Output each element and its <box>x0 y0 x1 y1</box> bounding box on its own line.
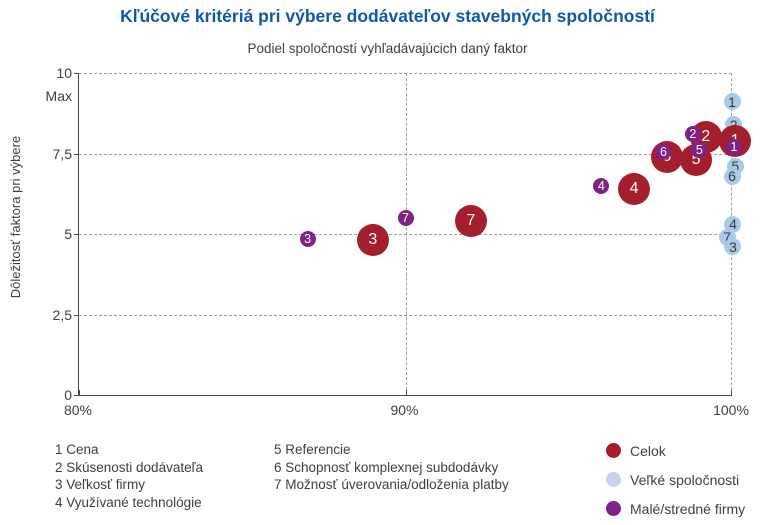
legend-item: Celok <box>606 436 745 465</box>
bubble-celok-4: 4 <box>618 172 651 205</box>
bubble-male-6: 6 <box>655 143 672 160</box>
criteria-item: 7 Možnosť úverovania/odloženia platby <box>274 477 509 492</box>
x-axis-tick-mark <box>79 390 80 395</box>
bubble-male-3: 3 <box>299 230 316 247</box>
bubble-celok-7: 7 <box>454 205 487 238</box>
y-axis-tick-mark <box>74 153 79 155</box>
y-axis-tick-mark <box>74 395 79 396</box>
bubble-male-7: 7 <box>397 209 414 226</box>
x-axis-tick-mark <box>730 390 732 395</box>
plot-area: 125647337465213746521 <box>74 73 752 396</box>
legend-label: Veľké spoločnosti <box>630 471 740 488</box>
criteria-item: 4 Využívané technológie <box>55 494 202 510</box>
bubble-velke-6: 6 <box>723 167 741 185</box>
y-tick-label: 7,5 <box>52 145 72 162</box>
bubble-velke-3: 3 <box>724 238 742 256</box>
bubble-velke-1: 1 <box>723 93 741 111</box>
criteria-list-column-1: 1 Cena 2 Skúsenosti dodávateľa 3 Veľkosť f… <box>55 441 203 511</box>
legend-color-dot <box>606 501 621 516</box>
criteria-item: 5 Referencie <box>274 442 351 457</box>
bubble-male-4: 4 <box>593 177 610 194</box>
y-axis-tick-mark <box>74 234 79 235</box>
legend-label: Celok <box>630 442 666 459</box>
legend-color-dot <box>606 472 621 487</box>
y-tick-label: 2,5 <box>52 306 72 323</box>
criteria-item: 1 Cena <box>55 442 99 457</box>
bubble-velke-4: 4 <box>724 215 742 233</box>
x-tick-label: 90% <box>390 402 419 418</box>
x-tick-label: 100% <box>713 402 749 418</box>
chart-subtitle: Podiel spoločností vyhľadávajúcich daný … <box>247 41 528 56</box>
bubble-male-2: 2 <box>684 126 701 143</box>
x-axis-tick-mark <box>405 390 407 395</box>
series-legend: Celok Veľké spoločnosti Malé/stredné firmy <box>606 436 745 523</box>
legend-color-dot <box>606 443 621 458</box>
gridline-vertical <box>405 73 407 395</box>
legend-label: Malé/stredné firmy <box>630 500 746 517</box>
bubble-male-5: 5 <box>691 142 708 159</box>
criteria-list-column-2: 5 Referencie 6 Schopnosť komplexnej subdo… <box>274 441 509 494</box>
y-axis-title: Dôležitosť faktora pri výbere <box>8 135 23 299</box>
y-tick-label: 5 <box>64 226 72 242</box>
y-tick-label: 10 <box>56 65 72 81</box>
y-tick-label: 0 <box>64 387 72 403</box>
y-axis-tick-mark <box>74 314 79 316</box>
bubble-celok-3: 3 <box>356 224 389 257</box>
criteria-item: 3 Veľkosť firmy <box>55 477 146 492</box>
legend-item: Malé/stredné firmy <box>606 494 745 523</box>
chart-title: Kľúčové kritériá pri výbere dodávateľov … <box>120 6 655 26</box>
criteria-item: 6 Schopnosť komplexnej subdodávky <box>274 459 499 475</box>
y-axis-tick-mark <box>74 73 79 74</box>
bubble-male-1: 1 <box>725 139 742 156</box>
x-tick-label: 80% <box>63 402 93 418</box>
legend-item: Veľké spoločnosti <box>606 465 745 494</box>
criteria-item: 2 Skúsenosti dodávateľa <box>55 459 204 475</box>
y-tick-label: Max <box>45 87 72 104</box>
